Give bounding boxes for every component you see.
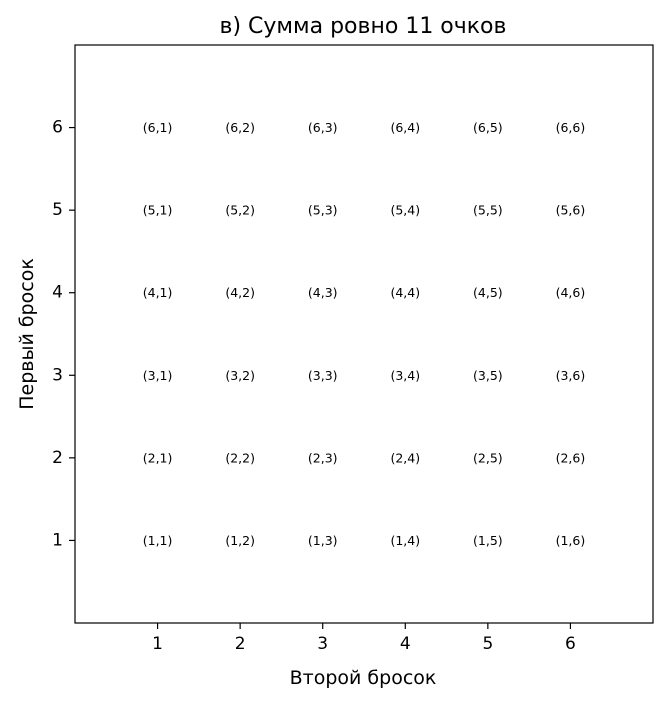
cell-label-2-1: (2,1) — [143, 450, 173, 465]
x-tick-label: 4 — [400, 634, 411, 654]
y-tick-label: 6 — [52, 118, 63, 138]
cell-label-6-3: (6,3) — [308, 120, 338, 135]
cell-label-1-3: (1,3) — [308, 533, 338, 548]
cell-label-1-6: (1,6) — [556, 533, 586, 548]
cell-label-1-2: (1,2) — [225, 533, 255, 548]
cell-label-4-2: (4,2) — [225, 285, 255, 300]
cell-label-4-6: (4,6) — [556, 285, 586, 300]
cell-label-3-4: (3,4) — [390, 368, 420, 383]
y-tick-label: 3 — [52, 365, 63, 385]
cell-label-5-3: (5,3) — [308, 203, 338, 218]
cell-label-1-4: (1,4) — [390, 533, 420, 548]
cell-label-6-2: (6,2) — [225, 120, 255, 135]
x-axis-label: Второй бросок — [290, 667, 437, 689]
x-tick-label: 2 — [235, 634, 246, 654]
y-tick-label: 1 — [52, 530, 63, 550]
cell-label-3-6: (3,6) — [556, 368, 586, 383]
cell-label-5-6: (5,6) — [556, 203, 586, 218]
x-tick-label: 3 — [317, 634, 328, 654]
cell-label-2-4: (2,4) — [390, 450, 420, 465]
y-axis-label: Первый бросок — [16, 258, 38, 410]
cell-label-2-5: (2,5) — [473, 450, 503, 465]
y-axis: 1 2 3 4 5 6 — [52, 118, 75, 550]
cell-label-2-3: (2,3) — [308, 450, 338, 465]
plot-frame — [74, 44, 654, 624]
x-tick-label: 5 — [482, 634, 493, 654]
cell-label-4-3: (4,3) — [308, 285, 338, 300]
cell-label-4-4: (4,4) — [390, 285, 420, 300]
cell-label-3-3: (3,3) — [308, 368, 338, 383]
cell-label-6-1: (6,1) — [143, 120, 173, 135]
cell-grid: (1,1) (1,2) (1,3) (1,4) (1,5) (1,6) (2,1) (2,2)… — [143, 120, 585, 548]
cell-label-6-5: (6,5) — [473, 120, 503, 135]
cell-label-2-6: (2,6) — [556, 450, 586, 465]
cell-label-5-5: (5,5) — [473, 203, 503, 218]
cell-label-1-5: (1,5) — [473, 533, 503, 548]
cell-label-1-1: (1,1) — [143, 533, 173, 548]
cell-label-5-2: (5,2) — [225, 203, 255, 218]
y-tick-label: 5 — [52, 200, 63, 220]
cell-label-5-4: (5,4) — [390, 203, 420, 218]
y-tick-label: 2 — [52, 448, 63, 468]
cell-label-4-1: (4,1) — [143, 285, 173, 300]
x-tick-label: 6 — [565, 634, 576, 654]
cell-label-2-2: (2,2) — [225, 450, 255, 465]
cell-label-3-5: (3,5) — [473, 368, 503, 383]
chart-title: в) Сумма ровно 11 очков — [220, 14, 507, 39]
cell-label-5-1: (5,1) — [143, 203, 173, 218]
cell-label-4-5: (4,5) — [473, 285, 503, 300]
y-tick-label: 4 — [52, 283, 63, 303]
x-axis: 1 2 3 4 5 6 — [152, 623, 576, 654]
cell-label-3-1: (3,1) — [143, 368, 173, 383]
cell-label-6-4: (6,4) — [390, 120, 420, 135]
x-tick-label: 1 — [152, 634, 163, 654]
cell-label-6-6: (6,6) — [556, 120, 586, 135]
cell-label-3-2: (3,2) — [225, 368, 255, 383]
